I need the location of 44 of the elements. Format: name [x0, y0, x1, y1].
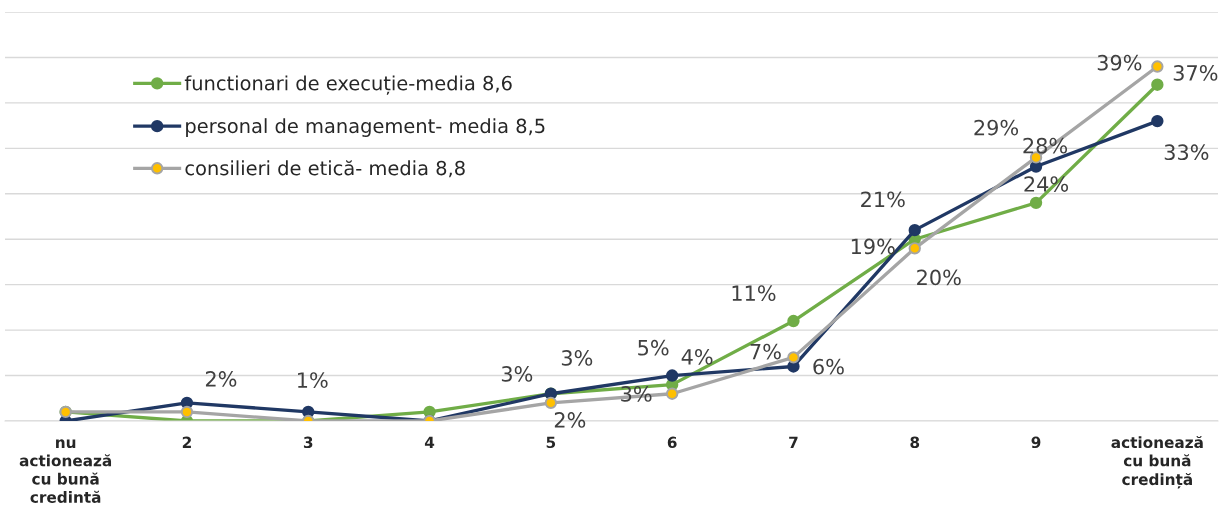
point: [665, 387, 679, 400]
data-label: 20%: [917, 269, 961, 286]
point: [908, 223, 921, 237]
x-tick-label: 7: [789, 436, 798, 448]
point: [180, 405, 194, 419]
point: [1151, 114, 1164, 128]
point: [787, 351, 800, 364]
data-label: 28%: [1023, 137, 1068, 154]
data-label: 2%: [205, 371, 237, 387]
data-label: 4%: [681, 348, 713, 365]
legend-label: functionari de execuție-media 8,6: [184, 75, 512, 95]
data-label: 3%: [561, 350, 593, 366]
data-label: 37%: [1173, 65, 1218, 81]
data-label: 11%: [732, 285, 776, 302]
data-label: 1%: [298, 372, 328, 388]
x-tick-label: 5: [546, 436, 556, 449]
point: [908, 242, 921, 255]
data-label: 33%: [1164, 144, 1209, 161]
legend-label: consilieri de etică- media 8,8: [185, 160, 465, 178]
point: [1151, 60, 1164, 73]
point: [665, 369, 679, 382]
legend-label: personal de management- media 8,5: [186, 118, 545, 137]
data-label: 21%: [861, 191, 905, 208]
x-tick-label: 9: [1031, 436, 1041, 449]
x-tick-label: nu actionează cu bună credintă: [19, 439, 112, 503]
point: [1151, 78, 1164, 91]
point: [1029, 196, 1043, 210]
x-tick-label: 3: [303, 436, 313, 449]
x-tick-label: 6: [667, 436, 677, 449]
x-tick-label: 4: [424, 436, 435, 448]
x-tick-label: actionează cu bună credință: [1111, 435, 1203, 489]
x-tick-label: 2: [182, 436, 191, 448]
point: [544, 396, 558, 409]
point: [787, 314, 800, 328]
data-label: 29%: [974, 119, 1019, 136]
data-label: 5%: [638, 339, 669, 356]
data-label: 3%: [501, 366, 533, 382]
data-label: 2%: [554, 412, 586, 428]
data-label: 7%: [750, 343, 781, 360]
x-tick-label: 8: [910, 436, 920, 449]
data-label: 3%: [621, 386, 652, 402]
data-label: 6%: [813, 358, 844, 375]
data-label: 19%: [851, 238, 895, 255]
data-label: 39%: [1097, 54, 1142, 71]
